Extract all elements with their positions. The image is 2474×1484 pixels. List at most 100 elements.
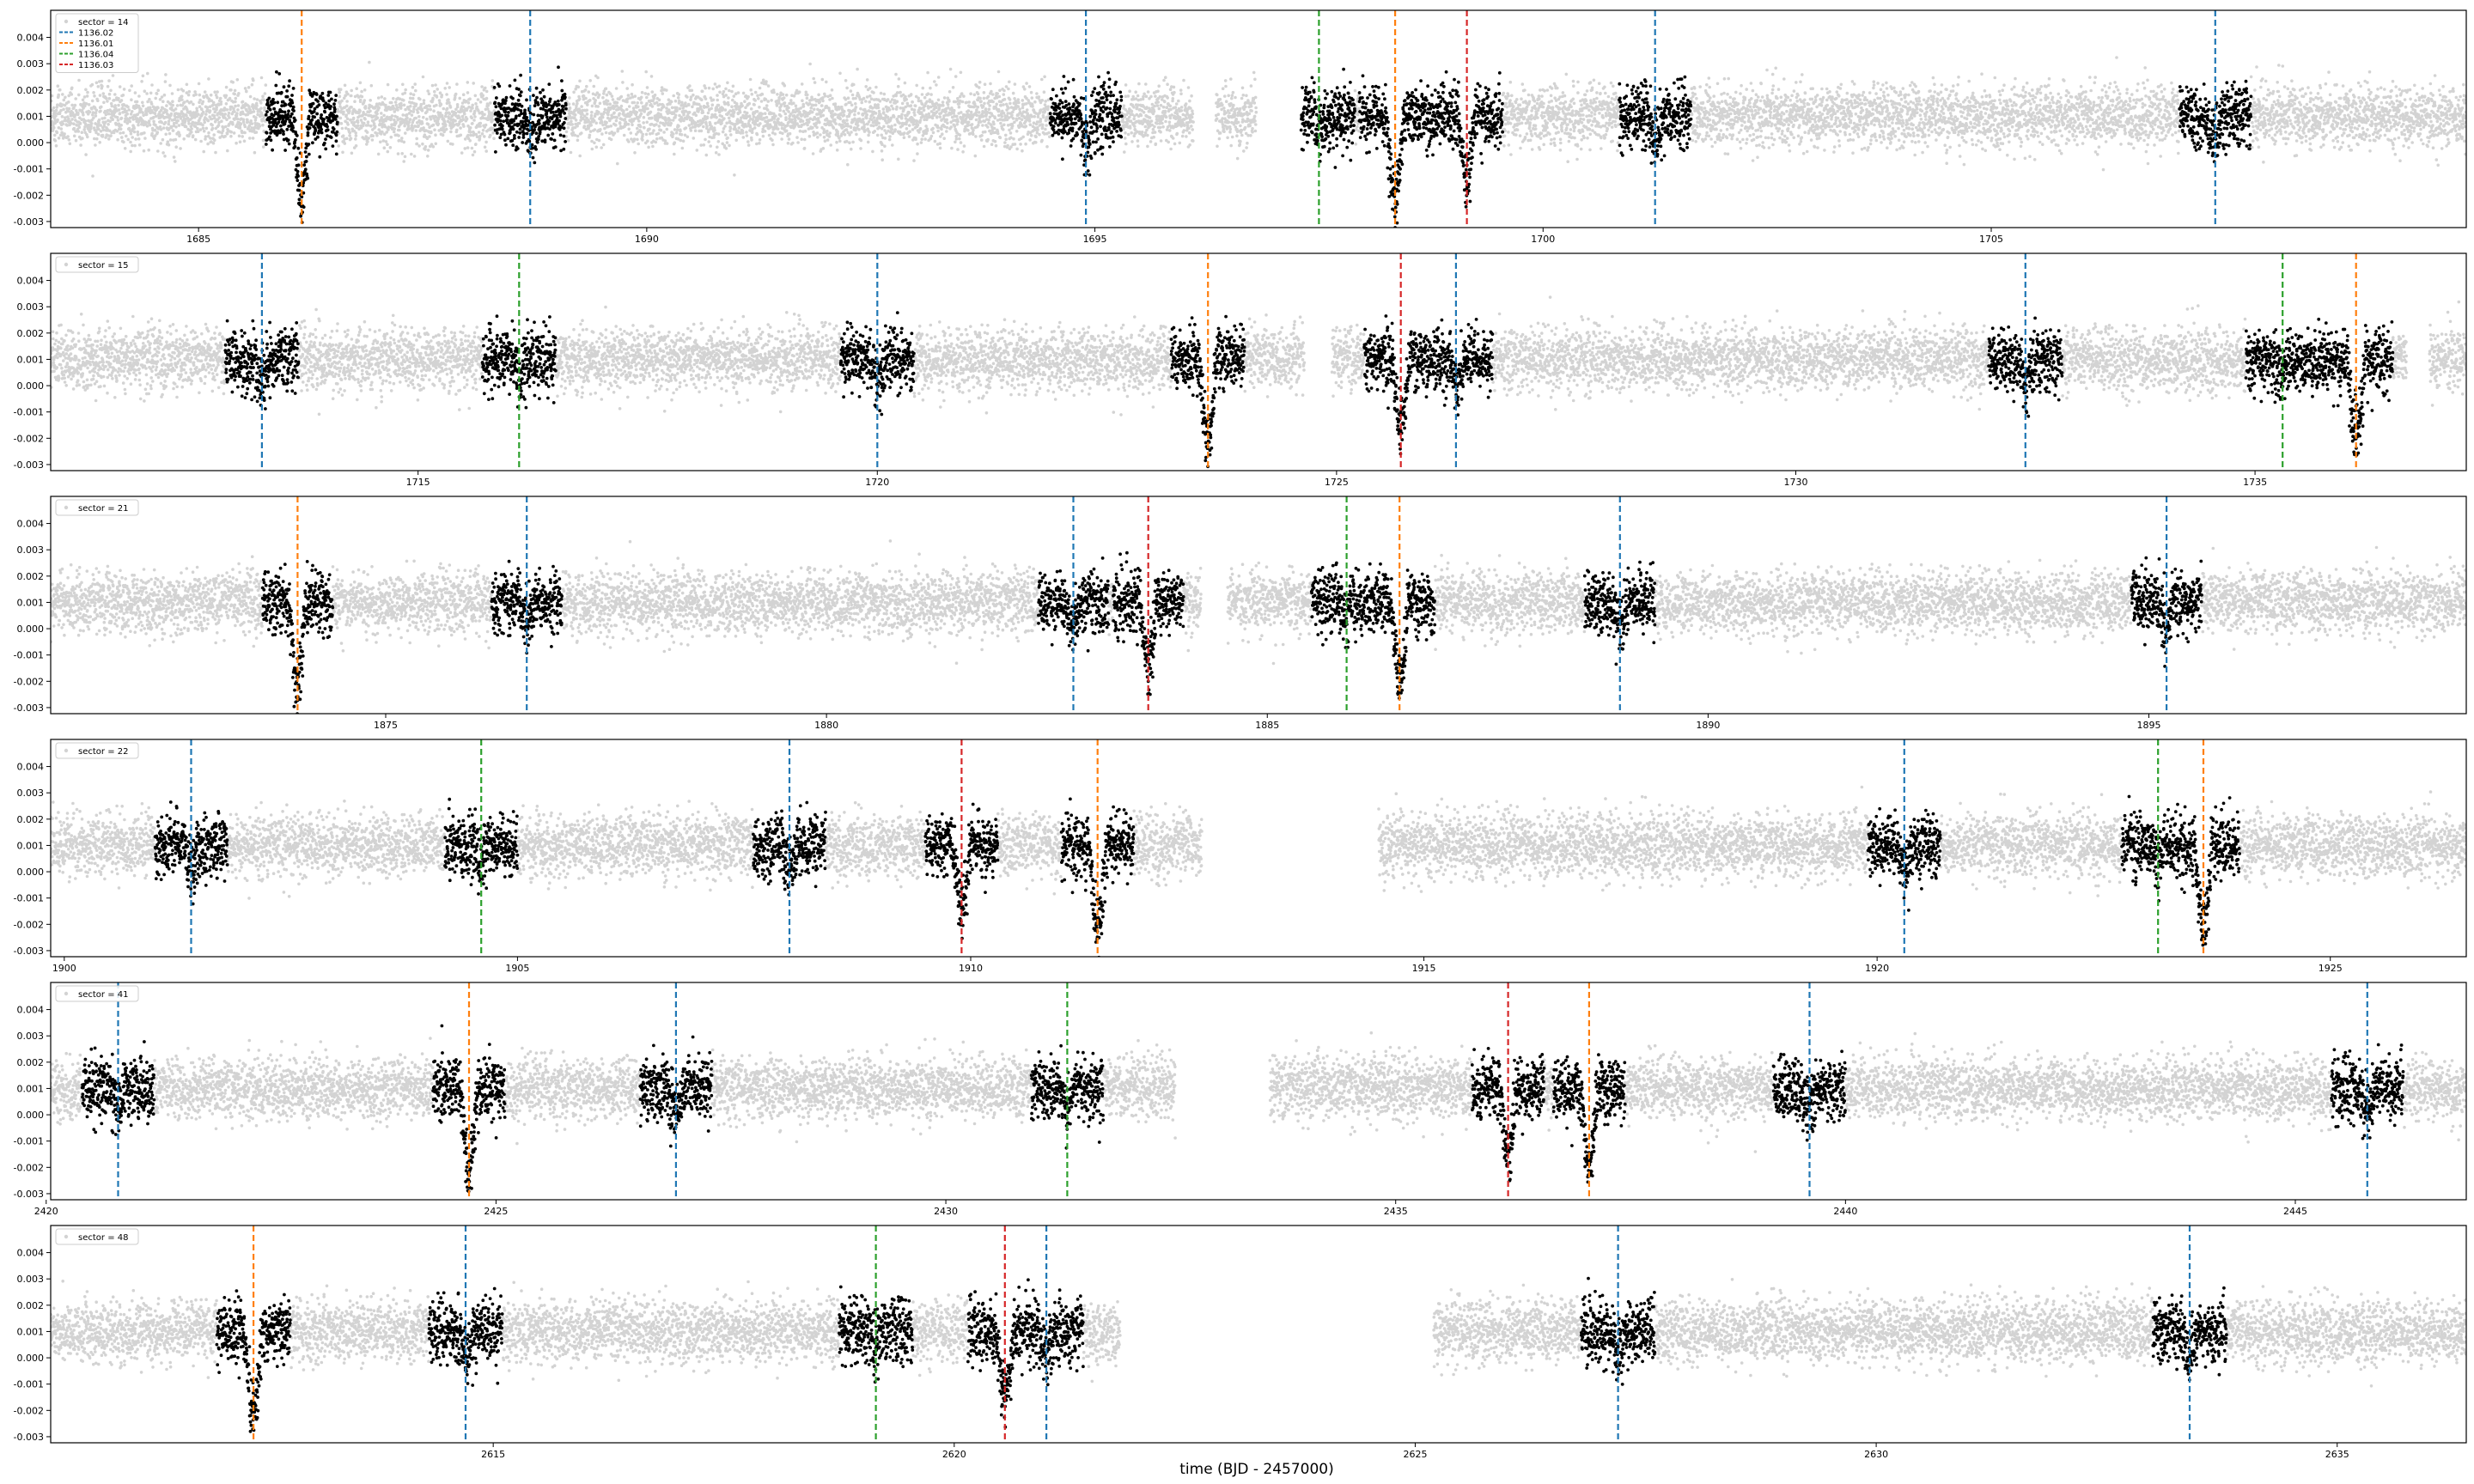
y-tick-label: 0.002 — [17, 1057, 45, 1068]
x-tick-label: 1905 — [505, 963, 529, 974]
y-tick-label: 0.000 — [17, 380, 45, 392]
y-tick-label: -0.003 — [14, 1432, 44, 1443]
x-tick-label: 2620 — [942, 1449, 966, 1460]
in-transit-points — [260, 550, 2203, 714]
x-tick-label: 1720 — [865, 477, 889, 488]
panels: -0.003 -0.002 -0.001 0.000 0.001 0.002 0.003 0.… — [14, 9, 2467, 1460]
in-transit-points — [80, 1024, 2405, 1194]
y-tick-label: -0.003 — [14, 459, 44, 471]
panel-sector-14: -0.003 -0.002 -0.001 0.000 0.001 0.002 0.003 0.… — [14, 9, 2467, 245]
y-tick-label: 0.000 — [17, 137, 45, 149]
y-tick-label: -0.002 — [14, 676, 44, 687]
legend-marker — [64, 505, 69, 510]
x-tick-label: 1685 — [186, 234, 210, 245]
x-tick-label: 1925 — [2319, 963, 2343, 974]
background-points — [51, 1278, 2466, 1388]
panel-sector-48: -0.003 -0.002 -0.001 0.000 0.001 0.002 0.003 0.… — [14, 1225, 2467, 1460]
x-tick-label: 2420 — [34, 1206, 58, 1217]
x-tick-label: 1890 — [1696, 720, 1720, 731]
x-tick-label: 1695 — [1083, 234, 1107, 245]
panel-sector-15: -0.003 -0.002 -0.001 0.000 0.001 0.002 0.003 0.… — [14, 252, 2467, 488]
legend-label: sector = 14 — [78, 18, 128, 27]
x-tick-label: 2615 — [481, 1449, 505, 1460]
legend-label: 1136.02 — [78, 29, 113, 39]
panel-sector-21: -0.003 -0.002 -0.001 0.000 0.001 0.002 0.003 0.… — [14, 496, 2467, 731]
legend-label: sector = 48 — [78, 1233, 128, 1243]
x-tick-label: 1690 — [635, 234, 659, 245]
x-tick-label: 1915 — [1412, 963, 1436, 974]
x-tick-label: 1715 — [406, 477, 430, 488]
legend-label: 1136.01 — [78, 40, 113, 49]
y-tick-label: 0.004 — [17, 1005, 45, 1016]
y-tick-label: 0.003 — [17, 1274, 45, 1285]
y-tick-label: 0.002 — [17, 85, 45, 96]
background-points — [51, 539, 2466, 666]
y-tick-label: -0.001 — [14, 164, 44, 175]
legend: sector = 21 — [55, 499, 139, 516]
background-points — [51, 56, 2466, 178]
legend-box — [55, 499, 139, 516]
y-tick-label: 0.001 — [17, 597, 45, 608]
y-tick-label: 0.000 — [17, 1353, 45, 1364]
x-tick-label: 2435 — [1384, 1206, 1408, 1217]
y-tick-label: 0.002 — [17, 328, 45, 339]
y-tick-label: -0.003 — [14, 1189, 44, 1200]
y-tick-label: -0.002 — [14, 433, 44, 444]
y-tick-label: -0.002 — [14, 1405, 44, 1416]
y-tick-label: 0.004 — [17, 1248, 45, 1259]
y-tick-label: 0.003 — [17, 58, 45, 70]
background-points — [51, 785, 2466, 900]
legend-box — [55, 256, 139, 273]
x-tick-label: 2625 — [1403, 1449, 1427, 1460]
y-tick-label: -0.001 — [14, 650, 44, 661]
y-tick-label: -0.003 — [14, 702, 44, 714]
legend-box — [55, 985, 139, 1002]
legend-box — [55, 1228, 139, 1245]
y-tick-label: 0.001 — [17, 840, 45, 851]
legend-marker — [64, 748, 69, 753]
axes-frame — [50, 252, 2467, 471]
legend-marker — [64, 1234, 69, 1239]
legend: sector = 48 — [55, 1228, 139, 1245]
y-tick-label: 0.002 — [17, 814, 45, 825]
y-tick-label: 0.003 — [17, 544, 45, 556]
y-tick-label: -0.001 — [14, 1136, 44, 1147]
y-tick-label: 0.000 — [17, 1110, 45, 1121]
legend-label: sector = 21 — [78, 504, 128, 514]
y-tick-label: -0.002 — [14, 919, 44, 930]
x-tick-label: 1700 — [1531, 234, 1555, 245]
legend-marker — [64, 991, 69, 996]
x-tick-label: 1885 — [1255, 720, 1279, 731]
y-tick-label: -0.001 — [14, 407, 44, 418]
y-tick-label: 0.002 — [17, 571, 45, 582]
legend: sector = 41 — [55, 985, 139, 1002]
x-tick-label: 1910 — [959, 963, 983, 974]
background-points — [51, 295, 2466, 417]
panel-sector-41: -0.003 -0.002 -0.001 0.000 0.001 0.002 0.003 0.… — [14, 982, 2467, 1217]
legend: sector = 15 — [55, 256, 139, 273]
y-tick-label: 0.003 — [17, 1031, 45, 1042]
x-tick-label: 1735 — [2243, 477, 2267, 488]
y-tick-label: 0.001 — [17, 111, 45, 122]
x-tick-label: 1875 — [374, 720, 398, 731]
x-tick-label: 2430 — [934, 1206, 958, 1217]
y-tick-label: 0.002 — [17, 1300, 45, 1311]
background-points — [51, 1031, 2466, 1153]
y-tick-label: -0.003 — [14, 216, 44, 228]
legend-marker — [64, 19, 69, 24]
x-tick-label: 2635 — [2325, 1449, 2349, 1460]
x-tick-label: 1895 — [2137, 720, 2161, 731]
y-tick-label: -0.002 — [14, 190, 44, 201]
y-tick-label: -0.002 — [14, 1162, 44, 1173]
x-axis-label: time (BJD - 2457000) — [1179, 1461, 1334, 1478]
y-tick-label: 0.001 — [17, 354, 45, 365]
legend-label: sector = 15 — [78, 261, 128, 271]
axes-frame — [50, 1225, 2467, 1444]
y-tick-label: 0.004 — [17, 33, 45, 44]
axes-frame — [50, 739, 2467, 958]
in-transit-points — [215, 1276, 2228, 1433]
legend: sector = 22 — [55, 742, 139, 759]
legend-label: 1136.04 — [78, 51, 113, 60]
y-tick-label: -0.001 — [14, 1379, 44, 1390]
legend-label: 1136.03 — [78, 61, 113, 70]
